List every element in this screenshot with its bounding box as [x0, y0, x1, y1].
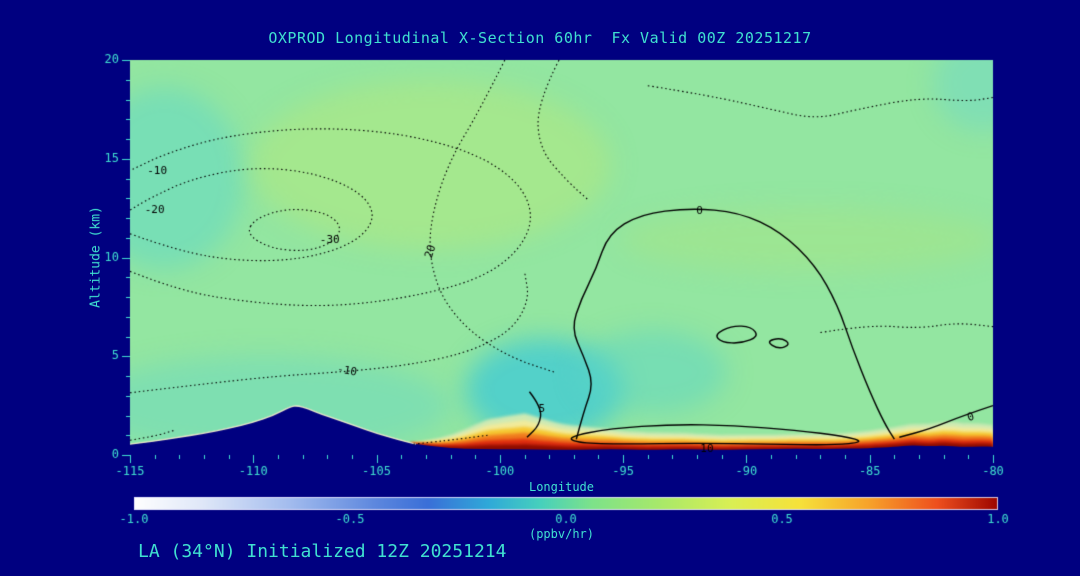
x-axis-title: Longitude — [528, 480, 595, 494]
run-info: LA (34°N) Initialized 12Z 20251214 — [138, 541, 507, 562]
chart-title: OXPROD Longitudinal X-Section 60hr Fx Va… — [268, 29, 812, 47]
colorbar-units-label: (ppbv/hr) — [528, 527, 595, 541]
y-axis-title: Altitude (km) — [88, 206, 104, 308]
